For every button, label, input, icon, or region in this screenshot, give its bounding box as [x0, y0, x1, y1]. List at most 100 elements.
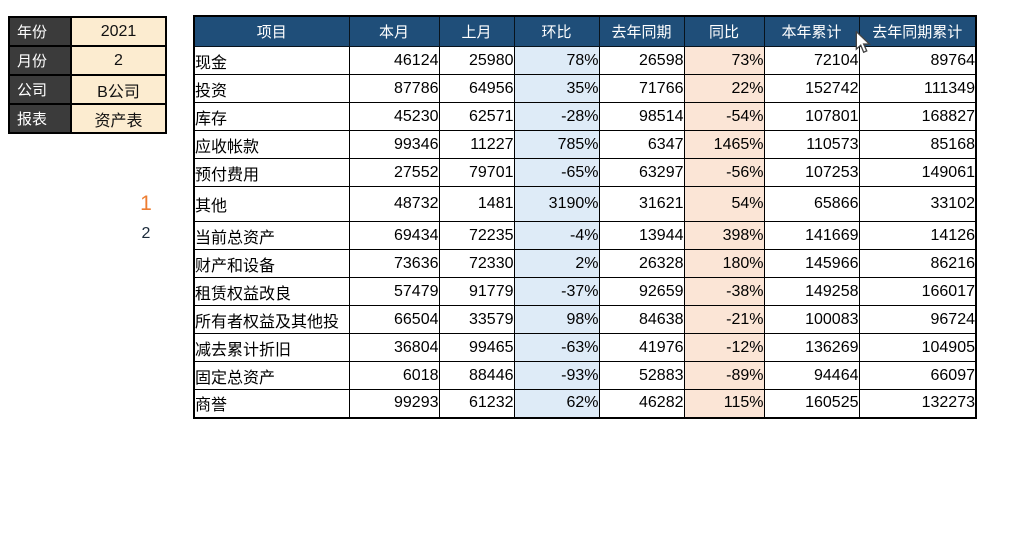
value-cell[interactable]: 141669	[763, 221, 860, 250]
value-cell[interactable]: 41976	[598, 333, 685, 362]
value-cell[interactable]: 79701	[438, 158, 515, 187]
value-cell[interactable]: -12%	[683, 333, 765, 362]
value-cell[interactable]: 71766	[598, 74, 685, 103]
value-cell[interactable]: 22%	[683, 74, 765, 103]
value-cell[interactable]: 45230	[348, 102, 440, 131]
column-header-3[interactable]: 环比	[513, 15, 600, 47]
value-cell[interactable]: 107253	[763, 158, 860, 187]
value-cell[interactable]: -54%	[683, 102, 765, 131]
value-cell[interactable]: 149061	[858, 158, 977, 187]
value-cell[interactable]: -56%	[683, 158, 765, 187]
value-cell[interactable]: 35%	[513, 74, 600, 103]
value-cell[interactable]: 6018	[348, 361, 440, 390]
value-cell[interactable]: 72235	[438, 221, 515, 250]
value-cell[interactable]: 99293	[348, 389, 440, 418]
value-cell[interactable]: 65866	[763, 186, 860, 222]
value-cell[interactable]: 31621	[598, 186, 685, 222]
value-cell[interactable]: 785%	[513, 130, 600, 159]
value-cell[interactable]: 64956	[438, 74, 515, 103]
value-cell[interactable]: 98%	[513, 305, 600, 334]
value-cell[interactable]: 57479	[348, 277, 440, 306]
row-label-cell[interactable]: 现金	[193, 46, 350, 75]
column-header-7[interactable]: 去年同期累计	[858, 15, 977, 47]
value-cell[interactable]: 72330	[438, 249, 515, 278]
value-cell[interactable]: 85168	[858, 130, 977, 159]
value-cell[interactable]: 52883	[598, 361, 685, 390]
value-cell[interactable]: 84638	[598, 305, 685, 334]
value-cell[interactable]: 78%	[513, 46, 600, 75]
value-cell[interactable]: -63%	[513, 333, 600, 362]
value-cell[interactable]: 63297	[598, 158, 685, 187]
row-label-cell[interactable]: 其他	[193, 186, 350, 222]
value-cell[interactable]: 160525	[763, 389, 860, 418]
page-2-button[interactable]: 2	[141, 225, 151, 242]
value-cell[interactable]: 62571	[438, 102, 515, 131]
value-cell[interactable]: 152742	[763, 74, 860, 103]
value-cell[interactable]: 86216	[858, 249, 977, 278]
value-cell[interactable]: 107801	[763, 102, 860, 131]
row-label-cell[interactable]: 租赁权益改良	[193, 277, 350, 306]
value-cell[interactable]: 66504	[348, 305, 440, 334]
value-cell[interactable]: 27552	[348, 158, 440, 187]
row-label-cell[interactable]: 固定总资产	[193, 361, 350, 390]
row-label-cell[interactable]: 当前总资产	[193, 221, 350, 250]
value-cell[interactable]: 72104	[763, 46, 860, 75]
value-cell[interactable]: -89%	[683, 361, 765, 390]
value-cell[interactable]: -37%	[513, 277, 600, 306]
value-cell[interactable]: 89764	[858, 46, 977, 75]
value-cell[interactable]: 104905	[858, 333, 977, 362]
value-cell[interactable]: 149258	[763, 277, 860, 306]
row-label-cell[interactable]: 投资	[193, 74, 350, 103]
column-header-4[interactable]: 去年同期	[598, 15, 685, 47]
value-cell[interactable]: 25980	[438, 46, 515, 75]
value-cell[interactable]: 91779	[438, 277, 515, 306]
value-cell[interactable]: 1465%	[683, 130, 765, 159]
value-cell[interactable]: 180%	[683, 249, 765, 278]
value-cell[interactable]: 36804	[348, 333, 440, 362]
page-1-button[interactable]: 1	[140, 192, 152, 215]
value-cell[interactable]: 73636	[348, 249, 440, 278]
column-header-6[interactable]: 本年累计	[763, 15, 860, 47]
row-label-cell[interactable]: 商誉	[193, 389, 350, 418]
value-cell[interactable]: 48732	[348, 186, 440, 222]
row-label-cell[interactable]: 库存	[193, 102, 350, 131]
value-cell[interactable]: 88446	[438, 361, 515, 390]
value-cell[interactable]: 46282	[598, 389, 685, 418]
value-cell[interactable]: -21%	[683, 305, 765, 334]
value-cell[interactable]: 1481	[438, 186, 515, 222]
value-cell[interactable]: 3190%	[513, 186, 600, 222]
filter-value-report[interactable]: 资产表	[71, 104, 166, 133]
column-header-5[interactable]: 同比	[683, 15, 765, 47]
value-cell[interactable]: 145966	[763, 249, 860, 278]
column-header-1[interactable]: 本月	[348, 15, 440, 47]
value-cell[interactable]: 62%	[513, 389, 600, 418]
value-cell[interactable]: -65%	[513, 158, 600, 187]
value-cell[interactable]: 99346	[348, 130, 440, 159]
value-cell[interactable]: 98514	[598, 102, 685, 131]
value-cell[interactable]: 13944	[598, 221, 685, 250]
value-cell[interactable]: 54%	[683, 186, 765, 222]
filter-value-company[interactable]: B公司	[71, 75, 166, 104]
value-cell[interactable]: 96724	[858, 305, 977, 334]
value-cell[interactable]: 14126	[858, 221, 977, 250]
value-cell[interactable]: 66097	[858, 361, 977, 390]
column-header-0[interactable]: 项目	[193, 15, 350, 47]
value-cell[interactable]: 61232	[438, 389, 515, 418]
value-cell[interactable]: 33579	[438, 305, 515, 334]
row-label-cell[interactable]: 预付费用	[193, 158, 350, 187]
value-cell[interactable]: 69434	[348, 221, 440, 250]
filter-value-month[interactable]: 2	[71, 46, 166, 75]
value-cell[interactable]: 94464	[763, 361, 860, 390]
value-cell[interactable]: 87786	[348, 74, 440, 103]
value-cell[interactable]: 110573	[763, 130, 860, 159]
value-cell[interactable]: 398%	[683, 221, 765, 250]
value-cell[interactable]: 111349	[858, 74, 977, 103]
value-cell[interactable]: 26598	[598, 46, 685, 75]
value-cell[interactable]: 33102	[858, 186, 977, 222]
value-cell[interactable]: 115%	[683, 389, 765, 418]
value-cell[interactable]: 166017	[858, 277, 977, 306]
value-cell[interactable]: 11227	[438, 130, 515, 159]
column-header-2[interactable]: 上月	[438, 15, 515, 47]
row-label-cell[interactable]: 所有者权益及其他投	[193, 305, 350, 334]
value-cell[interactable]: -4%	[513, 221, 600, 250]
